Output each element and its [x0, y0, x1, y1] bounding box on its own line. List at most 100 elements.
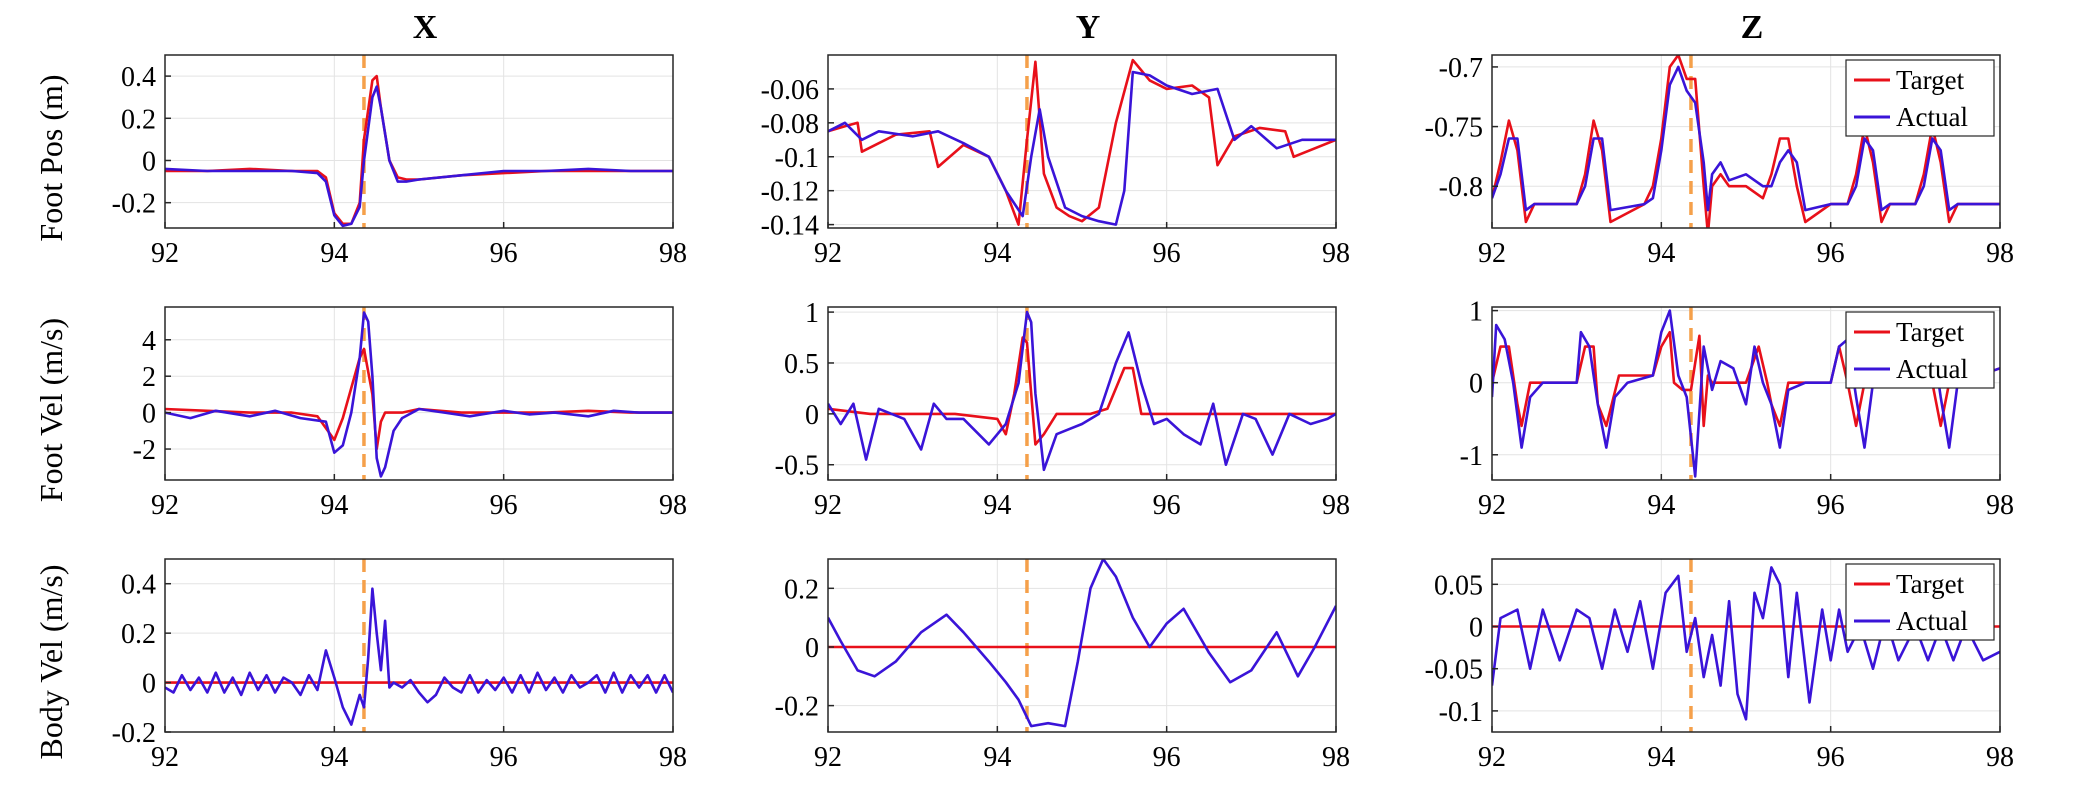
y-tick-label: 0.05	[1434, 570, 1483, 601]
y-tick-label: 1	[805, 298, 819, 329]
y-tick-label: -0.08	[761, 109, 819, 140]
x-tick-label: 98	[659, 742, 687, 773]
legend-box	[1845, 311, 1995, 389]
legend-label-actual: Actual	[1896, 354, 1968, 384]
x-tick-label: 92	[1478, 742, 1506, 773]
x-tick-label: 96	[490, 490, 518, 521]
series-line-actual	[828, 310, 1336, 472]
legend-box	[1845, 563, 1995, 641]
series-line-actual	[1492, 309, 2000, 478]
series-line-actual	[1492, 65, 2000, 212]
y-tick-label: 0	[1469, 613, 1483, 644]
series-line-actual	[165, 311, 673, 478]
legend-label-actual: Actual	[1896, 606, 1968, 636]
x-tick-label: 94	[320, 238, 348, 269]
x-tick-label: 96	[490, 742, 518, 773]
legend-box	[1845, 59, 1995, 137]
x-tick-label: 92	[151, 742, 179, 773]
y-tick-label: 0	[1469, 369, 1483, 400]
column-title-y: Y	[1076, 9, 1101, 46]
column-title-z: Z	[1741, 9, 1764, 46]
panel-z-foot-pos: 92 94 96 98 -0.8 -0.75 -0.7 Target Actual	[1425, 53, 2014, 269]
y-tick-label: -0.7	[1439, 53, 1483, 84]
y-tick-label: -1	[1460, 441, 1483, 472]
x-tick-label: 96	[490, 238, 518, 269]
plot-area	[165, 559, 673, 732]
x-tick-label: 94	[1647, 238, 1675, 269]
legend-label-target: Target	[1896, 317, 1965, 347]
x-tick-label: 92	[151, 490, 179, 521]
y-tick-label: 0.2	[784, 574, 819, 605]
y-tick-label: 0.4	[121, 570, 156, 601]
y-tick-label: 0.5	[784, 349, 819, 380]
x-tick-label: 96	[1153, 238, 1181, 269]
x-tick-label: 92	[151, 238, 179, 269]
plot-frame	[1491, 306, 2001, 481]
x-tick-label: 96	[1817, 490, 1845, 521]
y-tick-label: -0.14	[761, 211, 819, 242]
series-group	[828, 310, 1336, 472]
series-group	[828, 58, 1336, 226]
y-tick-label: -0.05	[1425, 655, 1483, 686]
y-tick-label: 0	[142, 669, 156, 700]
y-tick-label: -0.1	[1439, 697, 1483, 728]
y-tick-label: 4	[142, 326, 156, 357]
panel-x-foot-vel: 92 94 96 98 -2 0 2 4	[133, 306, 687, 521]
column-title-x: X	[413, 9, 438, 46]
plot-frame	[1491, 558, 2001, 733]
panels: 92 94 96 98 -0.2 0 0.2 0.4 92 94 96 98 -0.14 -0.1 2 -0.…	[112, 53, 2014, 773]
x-tick-label: 94	[983, 490, 1011, 521]
x-tick-label: 94	[983, 238, 1011, 269]
x-tick-label: 98	[1322, 490, 1350, 521]
x-tick-label: 94	[1647, 490, 1675, 521]
row-label-foot-vel: Foot Vel (m/s)	[33, 318, 69, 502]
plot-frame	[827, 54, 1337, 229]
y-tick-label: 0	[805, 633, 819, 664]
x-tick-label: 96	[1153, 742, 1181, 773]
row-label-body-vel: Body Vel (m/s)	[33, 565, 69, 760]
y-tick-label: -0.06	[761, 75, 819, 106]
legend-label-target: Target	[1896, 65, 1965, 95]
y-tick-label: 0.4	[121, 62, 156, 93]
legend: Target Actual	[1845, 563, 1995, 641]
series-group	[1492, 55, 2000, 228]
series-line-actual	[165, 85, 673, 228]
y-tick-label: -0.2	[112, 189, 156, 220]
legend-label-actual: Actual	[1896, 102, 1968, 132]
y-tick-label: -0.2	[112, 718, 156, 749]
legend-label-target: Target	[1896, 569, 1965, 599]
series-line-actual	[828, 559, 1336, 728]
series-group	[828, 559, 1336, 728]
plot-area	[165, 307, 673, 480]
plot-frame	[164, 306, 674, 481]
series-line-target	[165, 74, 673, 226]
panel-x-body-vel: 92 94 96 98 -0.2 0 0.2 0.4	[112, 558, 687, 773]
x-tick-label: 94	[1647, 742, 1675, 773]
y-tick-label: 0	[805, 400, 819, 431]
x-tick-label: 92	[1478, 238, 1506, 269]
x-tick-label: 98	[1986, 238, 2014, 269]
y-tick-label: 0	[142, 146, 156, 177]
plot-area	[828, 307, 1336, 480]
series-group	[165, 311, 673, 478]
series-line-actual	[828, 70, 1336, 226]
y-tick-label: 0.2	[121, 619, 156, 650]
x-tick-label: 92	[814, 238, 842, 269]
y-tick-label: 2	[142, 362, 156, 393]
series-line-actual	[1492, 566, 2000, 721]
x-tick-label: 96	[1817, 238, 1845, 269]
y-tick-label: 0	[142, 399, 156, 430]
y-tick-label: -2	[133, 435, 156, 466]
x-tick-label: 98	[1322, 238, 1350, 269]
y-tick-label: -0.5	[775, 451, 819, 482]
row-label-foot-pos: Foot Pos (m)	[33, 74, 69, 241]
panel-x-foot-pos: 92 94 96 98 -0.2 0 0.2 0.4	[112, 54, 687, 269]
x-tick-label: 98	[1986, 490, 2014, 521]
legend: Target Actual	[1845, 59, 1995, 137]
legend: Target Actual	[1845, 311, 1995, 389]
series-group	[165, 587, 673, 726]
x-tick-label: 96	[1153, 490, 1181, 521]
x-tick-label: 92	[814, 742, 842, 773]
panel-y-foot-pos: 92 94 96 98 -0.14-0.12-0.1-0.08-0.06	[761, 54, 1350, 269]
